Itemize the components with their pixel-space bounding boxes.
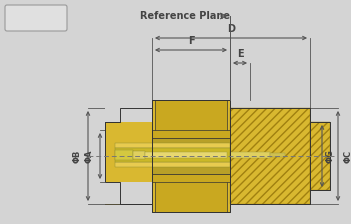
Bar (230, 108, 310, 204)
Bar (230, 108, 310, 204)
Text: ΦG: ΦG (326, 149, 335, 163)
Bar (270, 153, 285, 157)
Text: Jack: Jack (22, 13, 49, 24)
Bar (155, 100, 227, 212)
Bar (310, 122, 330, 190)
Text: ΦA: ΦA (85, 149, 94, 163)
Bar (152, 138, 230, 174)
Bar (152, 100, 230, 212)
Bar (152, 100, 230, 212)
Bar (133, 151, 145, 159)
Bar (115, 162, 230, 167)
Bar (115, 143, 230, 148)
Text: ΦC: ΦC (344, 149, 351, 163)
Bar (115, 150, 133, 160)
Text: ΦB: ΦB (73, 149, 82, 163)
Bar (310, 122, 330, 190)
Bar (105, 108, 152, 122)
Bar (152, 174, 230, 182)
Bar (310, 122, 330, 190)
Bar (230, 152, 270, 158)
Bar (145, 152, 227, 158)
Bar (152, 130, 230, 138)
Text: Reference Plane: Reference Plane (140, 11, 230, 21)
Bar (115, 148, 230, 162)
Text: F: F (188, 36, 194, 46)
FancyBboxPatch shape (5, 5, 67, 31)
Text: D: D (227, 24, 235, 34)
Bar (105, 108, 152, 204)
Bar (105, 182, 152, 204)
Text: E: E (237, 49, 243, 59)
Bar (230, 108, 310, 204)
Polygon shape (105, 108, 152, 204)
